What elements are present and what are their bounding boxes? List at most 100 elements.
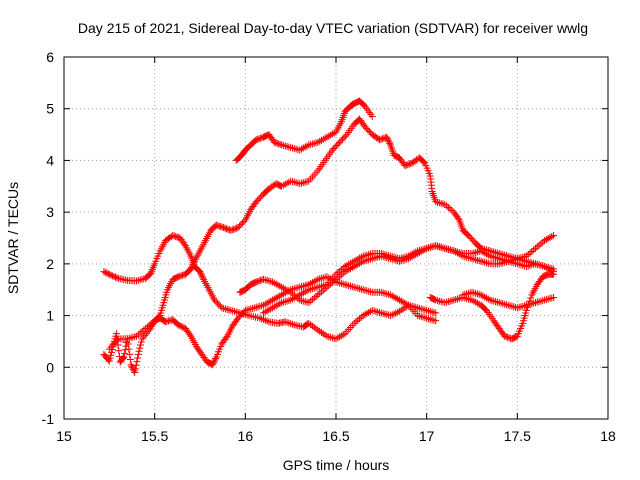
data-point: [299, 144, 307, 152]
data-point: [357, 313, 365, 321]
data-point: [385, 138, 393, 146]
data-point: [476, 243, 484, 251]
data-point: [287, 177, 295, 185]
data-point: [227, 226, 235, 234]
data-point: [348, 258, 356, 266]
data-point: [319, 135, 327, 143]
data-point: [484, 295, 492, 303]
data-point: [140, 275, 148, 283]
data-point: [321, 281, 329, 289]
data-point: [230, 225, 238, 233]
data-point: [466, 254, 474, 262]
data-point: [107, 271, 115, 279]
data-point: [343, 281, 351, 289]
data-point: [361, 252, 369, 260]
data-point: [234, 224, 242, 232]
data-point: [437, 298, 445, 306]
data-point: [312, 292, 320, 300]
data-point: [446, 297, 454, 305]
data-point: [220, 304, 228, 312]
data-point: [337, 280, 345, 288]
data-point: [213, 299, 221, 307]
data-point: [464, 231, 472, 239]
data-point: [519, 302, 527, 310]
data-point: [220, 224, 228, 232]
data-point: [283, 286, 291, 294]
data-point: [435, 199, 443, 207]
data-point: [270, 138, 278, 146]
data-point: [483, 259, 491, 267]
data-point: [345, 282, 353, 290]
data-point: [124, 340, 132, 348]
data-point: [265, 298, 273, 306]
data-point: [310, 294, 318, 302]
data-point: [238, 219, 246, 227]
data-point: [314, 291, 322, 299]
data-point: [339, 280, 347, 288]
data-point: [417, 313, 425, 321]
data-point: [374, 308, 382, 316]
data-point: [127, 334, 135, 342]
y-tick-label: 4: [46, 152, 54, 168]
x-tick-label: 16: [238, 428, 254, 444]
data-point: [506, 258, 514, 266]
data-point: [123, 338, 131, 346]
data-point: [483, 294, 491, 302]
data-point: [288, 320, 296, 328]
series-track-7: [426, 270, 558, 343]
data-point: [492, 254, 500, 262]
data-point: [173, 233, 181, 241]
data-point: [331, 143, 339, 151]
series-track-6: [259, 242, 558, 317]
data-point: [350, 257, 358, 265]
data-point: [298, 290, 306, 298]
data-point: [443, 202, 451, 210]
data-point: [131, 368, 139, 376]
data-point: [274, 293, 282, 301]
data-point: [424, 307, 432, 315]
data-point: [354, 255, 362, 263]
data-point: [126, 356, 134, 364]
series-track-1: [100, 231, 440, 343]
data-point: [392, 309, 400, 317]
data-point: [138, 328, 146, 336]
data-point: [308, 278, 316, 286]
data-point: [479, 258, 487, 266]
data-point: [174, 273, 182, 281]
data-point: [254, 277, 262, 285]
data-point: [473, 256, 481, 264]
data-point: [301, 178, 309, 186]
data-point: [107, 351, 115, 359]
data-point: [548, 232, 556, 240]
data-point: [508, 302, 516, 310]
data-point: [316, 275, 324, 283]
data-point: [501, 258, 509, 266]
data-point: [504, 257, 512, 265]
data-point: [336, 267, 344, 275]
data-point: [448, 297, 456, 305]
data-point: [267, 277, 275, 285]
data-point: [276, 300, 284, 308]
data-point: [263, 299, 271, 307]
data-point: [221, 224, 229, 232]
data-point: [366, 288, 374, 296]
data-point: [307, 140, 315, 148]
data-point: [345, 260, 353, 268]
data-point: [255, 135, 263, 143]
data-point: [278, 291, 286, 299]
data-point: [403, 253, 411, 261]
data-point: [432, 317, 440, 325]
data-point: [279, 298, 287, 306]
data-point: [321, 273, 329, 281]
data-point: [464, 254, 472, 262]
data-point: [423, 306, 431, 314]
data-point: [132, 361, 140, 369]
data-point: [475, 290, 483, 298]
data-point: [131, 333, 139, 341]
data-point: [421, 245, 429, 253]
data-point: [334, 140, 342, 148]
data-point: [401, 162, 409, 170]
data-point: [537, 240, 545, 248]
data-point: [336, 279, 344, 287]
data-point: [217, 223, 225, 231]
